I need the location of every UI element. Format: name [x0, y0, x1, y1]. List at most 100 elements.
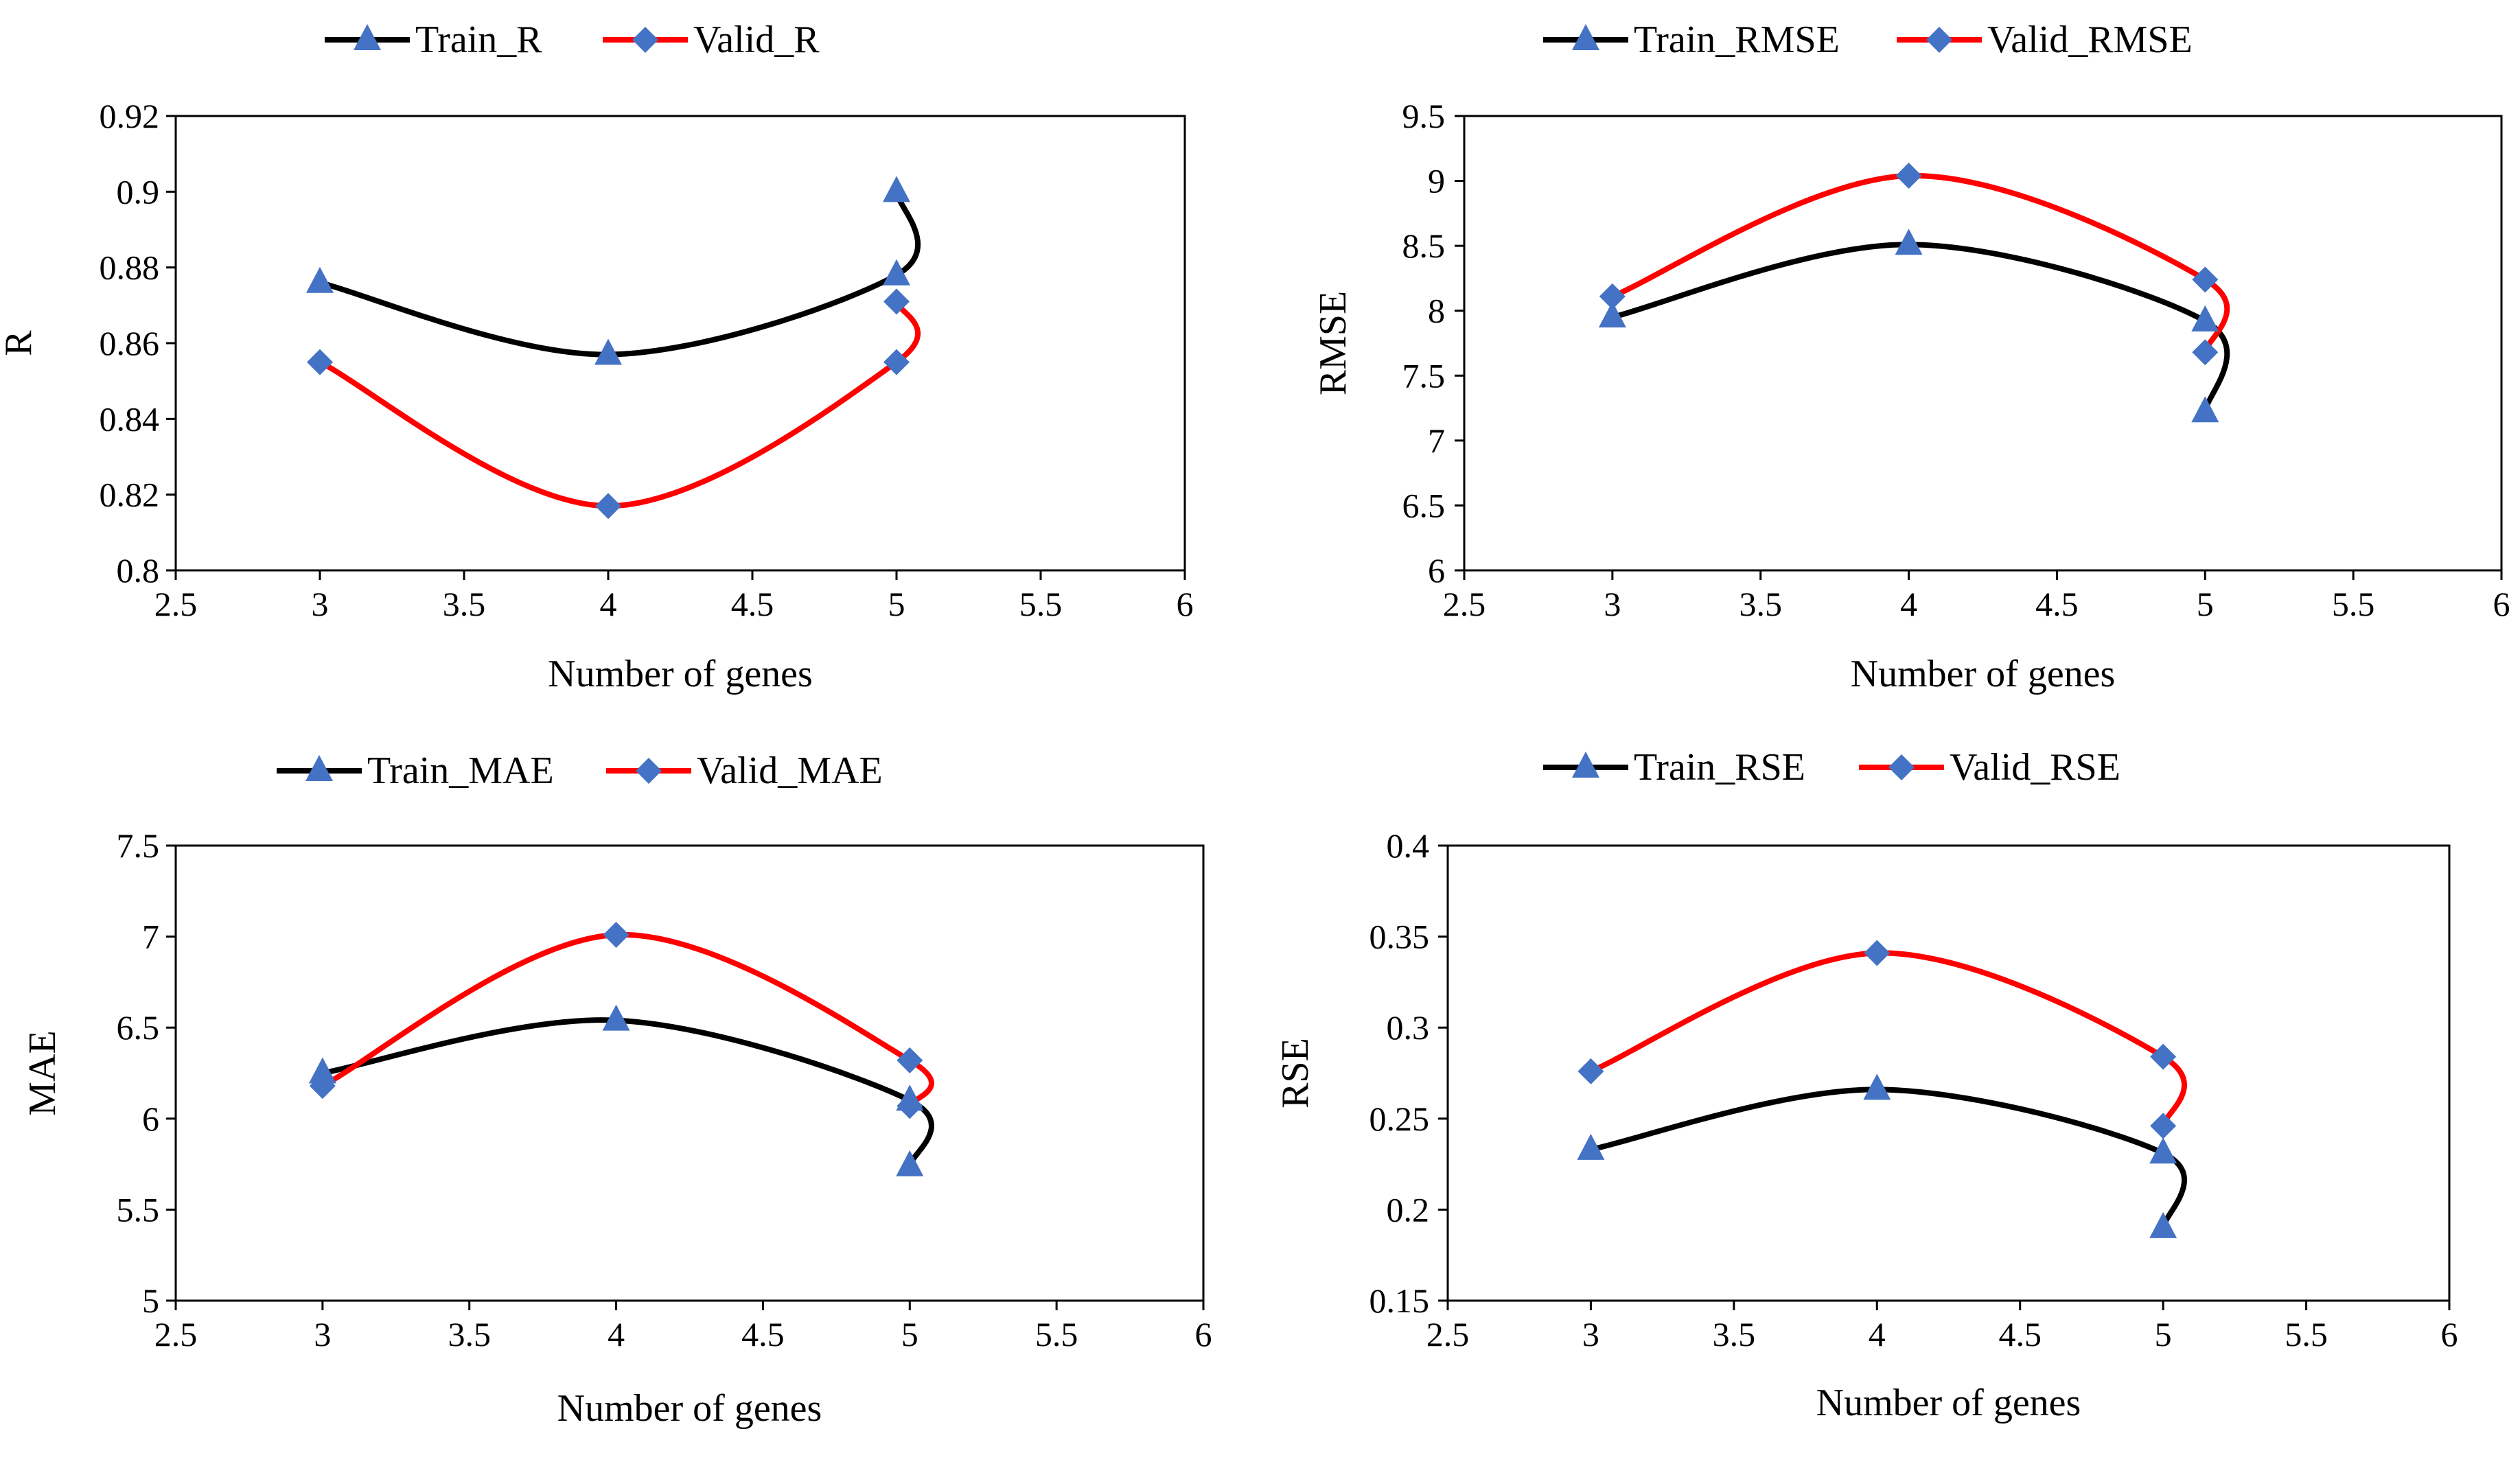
y-axis-label: RSE: [1274, 1038, 1317, 1108]
data-point-triangle: [896, 1150, 924, 1176]
x-tick-label: 5: [2197, 585, 2214, 623]
x-axis-label: Number of genes: [548, 653, 813, 695]
chart-mae: 2.5 3 3.5 4 4.5 5 5.5 6 5 5.5 6 6.5 7 7.5 Number of ge…: [21, 750, 1212, 1430]
x-tick-label: 3: [1604, 585, 1621, 623]
x-tick-label: 3.5: [448, 1315, 491, 1353]
data-point-triangle: [2191, 396, 2219, 423]
x-tick-label: 5.5: [2285, 1315, 2328, 1353]
y-tick-label: 5: [142, 1281, 159, 1320]
x-tick-label: 5.5: [1035, 1315, 1078, 1353]
y-tick-label: 0.4: [1387, 826, 1430, 865]
x-tick-label: 4.5: [1998, 1315, 2042, 1353]
data-point-diamond: [1864, 940, 1891, 966]
x-tick-label: 3.5: [443, 585, 486, 623]
x-tick-label: 2.5: [1426, 1315, 1470, 1353]
x-tick-label: 5: [888, 585, 905, 623]
data-point-diamond: [1895, 163, 1922, 189]
series-line-train-rmse: [1611, 242, 2230, 413]
data-point-triangle: [2149, 1137, 2177, 1164]
y-tick-label: 8.5: [1402, 226, 1446, 265]
y-tick-label: 0.3: [1387, 1008, 1430, 1047]
y-tick-label: 9: [1428, 162, 1445, 200]
chart-r: 2.5 3 3.5 4 4.5 5 5.5 6 0.8 0.82 0.84 0.86 0.88 0.9 0.…: [0, 19, 1194, 695]
data-point-diamond: [883, 349, 910, 375]
series-line-train-rse: [1590, 1087, 2187, 1229]
x-tick-label: 6: [2493, 585, 2510, 623]
y-tick-label: 0.8: [117, 551, 160, 590]
x-tick-label: 5: [901, 1315, 918, 1353]
y-tick-label: 6: [1428, 551, 1445, 590]
legend-label: Train_RMSE: [1634, 19, 1840, 61]
legend-label: Valid_RSE: [1950, 746, 2120, 789]
data-point-triangle: [2149, 1211, 2177, 1238]
y-tick-label: 0.86: [100, 324, 160, 362]
x-axis-label: Number of genes: [1816, 1382, 2081, 1424]
data-point-diamond: [1577, 1058, 1604, 1084]
legend-marker-triangle: [1572, 752, 1599, 778]
data-point-diamond: [307, 349, 333, 375]
data-point-diamond: [1599, 283, 1626, 310]
legend-label: Train_RSE: [1634, 746, 1805, 789]
y-tick-label: 7: [1428, 421, 1445, 460]
y-axis-label: MAE: [21, 1030, 64, 1115]
y-axis-label: R: [0, 330, 40, 356]
x-tick-label: 3.5: [1739, 585, 1782, 623]
data-point-diamond: [595, 493, 621, 520]
x-tick-label: 3: [314, 1315, 331, 1353]
x-tick-label: 4: [600, 585, 617, 623]
y-tick-label: 5.5: [117, 1190, 160, 1229]
legend-marker-diamond: [632, 27, 658, 53]
data-point-triangle: [883, 176, 910, 202]
legend-marker-diamond: [636, 758, 662, 784]
x-tick-label: 6: [2441, 1315, 2458, 1353]
data-point-triangle: [1895, 229, 1923, 255]
x-tick-label: 4.5: [741, 1315, 785, 1353]
data-point-triangle: [308, 1057, 336, 1084]
data-point-triangle: [1863, 1073, 1891, 1100]
y-tick-label: 6: [142, 1100, 159, 1138]
chart-rse: 2.5 3 3.5 4 4.5 5 5.5 6 0.15 0.2 0.25 0.3 0.35 0.4 Num…: [1274, 746, 2458, 1424]
chart-rmse: 2.5 3 3.5 4 4.5 5 5.5 6 6 6.5 7 7.5 8 8.5 9 9.5 Number o…: [1312, 19, 2510, 695]
x-tick-label: 3: [1582, 1315, 1599, 1353]
y-axis-label: RMSE: [1312, 291, 1354, 396]
data-point-triangle: [602, 1004, 630, 1031]
series-line-train-mae: [322, 1017, 934, 1167]
x-tick-label: 5.5: [1019, 585, 1063, 623]
y-tick-label: 8: [1428, 292, 1445, 330]
y-tick-label: 7.5: [1402, 356, 1446, 395]
y-tick-label: 0.82: [100, 476, 160, 514]
x-tick-label: 2.5: [154, 585, 198, 623]
x-tick-label: 6: [1195, 1315, 1212, 1353]
data-point-triangle: [1577, 1133, 1605, 1160]
y-tick-label: 0.15: [1369, 1281, 1430, 1320]
data-point-triangle: [1598, 301, 1626, 328]
plot-area-frame: [1446, 844, 2451, 1302]
x-tick-label: 3.5: [1713, 1315, 1756, 1353]
y-tick-label: 0.9: [117, 172, 160, 211]
legend-label: Train_R: [415, 19, 542, 61]
legend-marker-triangle: [1572, 24, 1599, 50]
plot-area-frame: [1463, 115, 2503, 572]
y-tick-label: 6.5: [117, 1008, 160, 1047]
data-point-diamond: [603, 921, 629, 948]
legend-label: Train_MAE: [367, 750, 554, 792]
y-tick-label: 0.92: [100, 97, 160, 135]
plot-area-frame: [174, 844, 1205, 1302]
x-tick-label: 5: [2155, 1315, 2172, 1353]
data-point-triangle: [2191, 305, 2219, 332]
x-tick-label: 2.5: [1443, 585, 1486, 623]
data-point-triangle: [883, 259, 910, 286]
x-tick-label: 4: [1869, 1315, 1886, 1353]
x-tick-label: 3: [312, 585, 329, 623]
y-tick-label: 9.5: [1402, 97, 1446, 135]
legend-label: Valid_R: [693, 19, 820, 61]
data-point-triangle: [594, 338, 622, 365]
x-tick-label: 4: [1900, 585, 1917, 623]
data-point-diamond: [897, 1047, 923, 1073]
series-line-valid-rse: [1589, 950, 2187, 1127]
y-tick-label: 0.25: [1369, 1100, 1430, 1138]
data-point-triangle: [306, 266, 334, 293]
y-tick-label: 6.5: [1402, 486, 1446, 524]
legend-marker-triangle: [305, 755, 333, 781]
